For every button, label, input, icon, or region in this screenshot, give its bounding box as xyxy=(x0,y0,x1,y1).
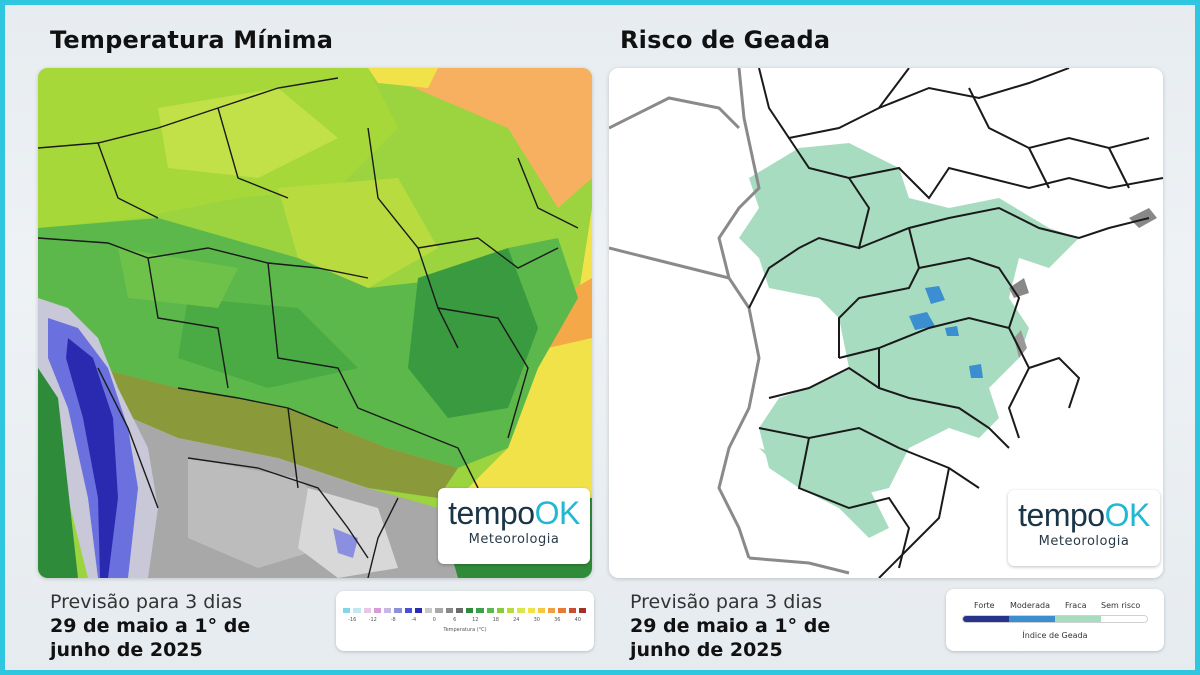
logo-word-a: tempo xyxy=(1018,497,1105,533)
temperature-swatch xyxy=(537,608,545,613)
temperature-tick-label: 18 xyxy=(492,617,499,623)
temperature-swatch xyxy=(486,608,494,613)
legend-label-moderada: Moderada xyxy=(1010,601,1050,610)
temperature-tick-label: -12 xyxy=(368,617,377,623)
temperature-tick-label: 40 xyxy=(574,617,581,623)
temperature-swatch xyxy=(455,608,463,613)
forecast-dates: 29 de maio a 1° de junho de 2025 xyxy=(50,615,251,661)
temperature-swatch xyxy=(373,608,381,613)
temperature-swatch xyxy=(445,608,453,613)
frost-color-moderada xyxy=(1009,616,1055,622)
tempook-logo-right: tempoOK Meteorologia xyxy=(1008,490,1160,566)
temperature-legend: -16 -12 -8 -4 0 6 12 18 24 30 36 40 Temperatura (°C… xyxy=(336,591,594,651)
logo-subtitle: Meteorologia xyxy=(1038,534,1130,549)
logo-word-b: OK xyxy=(534,495,581,531)
temperature-map xyxy=(38,68,592,578)
frost-legend-title: Índice de Geada xyxy=(1022,631,1088,640)
temperature-legend-ticks: -16 -12 -8 -4 0 6 12 18 24 30 36 40 xyxy=(342,617,588,625)
temperature-swatch xyxy=(578,608,586,613)
temperature-tick-label: 6 xyxy=(453,617,457,623)
temperature-tick-label: -8 xyxy=(390,617,396,623)
temperature-swatch xyxy=(568,608,576,613)
temperature-swatch xyxy=(476,608,484,613)
temperature-swatch xyxy=(496,608,504,613)
temperature-tick-label: 12 xyxy=(472,617,479,623)
temperature-swatch xyxy=(466,608,474,613)
temperature-legend-title: Temperatura (°C) xyxy=(443,627,487,633)
temperature-swatch xyxy=(363,608,371,613)
temperature-tick-label: -16 xyxy=(348,617,357,623)
temperature-map-title: Temperatura Mínima xyxy=(50,26,334,54)
frost-map-title: Risco de Geada xyxy=(620,26,831,54)
frost-legend: Forte Moderada Fraca Sem risco Índice de… xyxy=(946,589,1164,651)
tempook-logo: tempoOK Meteorologia xyxy=(438,488,590,564)
temperature-swatch xyxy=(507,608,515,613)
temperature-swatch xyxy=(558,608,566,613)
frost-color-sem-risco xyxy=(1101,616,1147,622)
frost-color-bar xyxy=(962,615,1148,623)
temperature-swatch xyxy=(384,608,392,613)
temperature-tick-label: -4 xyxy=(411,617,417,623)
temperature-tick-label: 0 xyxy=(432,617,436,623)
legend-label-forte: Forte xyxy=(974,601,995,610)
frost-color-fraca xyxy=(1055,616,1101,622)
legend-label-fraca: Fraca xyxy=(1065,601,1087,610)
logo-word-b: OK xyxy=(1104,497,1151,533)
logo-subtitle: Meteorologia xyxy=(468,532,560,547)
temperature-swatch xyxy=(548,608,556,613)
temperature-swatch xyxy=(527,608,535,613)
temperature-swatch xyxy=(343,608,351,613)
logo-word-a: tempo xyxy=(448,495,535,531)
frost-forecast-info: Previsão para 3 dias 29 de maio a 1° de … xyxy=(630,590,870,662)
temperature-swatch xyxy=(425,608,433,613)
temperature-legend-swatches xyxy=(342,608,588,614)
temperature-tick-label: 36 xyxy=(554,617,561,623)
temperature-swatch xyxy=(517,608,525,613)
temperature-swatch xyxy=(394,608,402,613)
forecast-period: Previsão para 3 dias xyxy=(630,591,823,613)
temperature-swatch xyxy=(435,608,443,613)
temperature-tick-label: 24 xyxy=(513,617,520,623)
frost-color-forte xyxy=(963,616,1009,622)
temperature-tick-label: 30 xyxy=(533,617,540,623)
temperature-swatch xyxy=(404,608,412,613)
forecast-dates: 29 de maio a 1° de junho de 2025 xyxy=(630,615,831,661)
temperature-swatch xyxy=(414,608,422,613)
temperature-forecast-info: Previsão para 3 dias 29 de maio a 1° de … xyxy=(50,590,290,662)
legend-label-sem-risco: Sem risco xyxy=(1101,601,1141,610)
forecast-period: Previsão para 3 dias xyxy=(50,591,243,613)
temperature-swatch xyxy=(353,608,361,613)
